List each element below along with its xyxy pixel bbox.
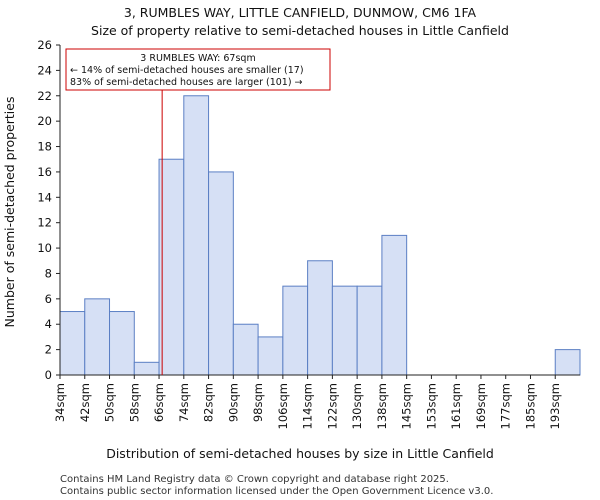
- bars-group: [59, 95, 581, 376]
- x-tick-label: 90sqm: [226, 383, 240, 422]
- annotation-line-2: ← 14% of semi-detached houses are smalle…: [70, 65, 304, 76]
- y-tick-label: 18: [37, 140, 52, 154]
- y-tick-label: 20: [37, 114, 52, 128]
- annotation-frame: [65, 48, 331, 91]
- y-tick-label: 14: [37, 190, 52, 204]
- bar-114sqm: [307, 260, 333, 376]
- x-tick-label: 130sqm: [350, 383, 364, 429]
- x-tick-label: 185sqm: [523, 383, 537, 429]
- x-tick-label: 58sqm: [127, 383, 141, 422]
- chart-subtitle: Size of property relative to semi-detach…: [91, 23, 509, 38]
- y-tick-label: 0: [45, 368, 52, 382]
- x-tick-label: 161sqm: [449, 383, 463, 429]
- x-tick-label: 66sqm: [152, 383, 166, 422]
- bar-98sqm: [257, 336, 284, 376]
- bar-90sqm: [232, 323, 259, 376]
- y-tick-label: 16: [37, 165, 52, 179]
- x-tick-label: 145sqm: [400, 383, 414, 429]
- bar-106sqm: [282, 285, 309, 376]
- x-tick-label: 114sqm: [301, 383, 315, 429]
- y-tick-label: 8: [45, 266, 52, 280]
- annotation-box: 3 RUMBLES WAY: 67sqm ← 14% of semi-detac…: [65, 48, 331, 91]
- x-ticks-group: 34sqm 42sqm 50sqm 58sqm 66sqm 74sqm 82sqm 90sqm…: [53, 375, 562, 429]
- y-tick-label: 26: [37, 38, 52, 52]
- annotation-line-1: 3 RUMBLES WAY: 67sqm: [140, 53, 255, 64]
- x-tick-label: 169sqm: [474, 383, 488, 429]
- x-tick-label: 193sqm: [548, 383, 562, 429]
- y-tick-label: 4: [45, 317, 52, 331]
- x-axis-label: Distribution of semi-detached houses by …: [106, 446, 494, 461]
- x-tick-label: 50sqm: [103, 383, 117, 422]
- bar-66sqm: [158, 158, 185, 376]
- y-tick-label: 6: [45, 292, 52, 306]
- footer-line-2: Contains public sector information licen…: [60, 486, 493, 497]
- bar-58sqm: [133, 361, 160, 376]
- x-tick-label: 34sqm: [53, 383, 67, 422]
- bar-130sqm: [356, 285, 383, 376]
- annotation-line-3: 83% of semi-detached houses are larger (…: [70, 77, 303, 88]
- x-tick-label: 177sqm: [499, 383, 513, 429]
- x-tick-label: 42sqm: [78, 383, 92, 422]
- footer-line-1: Contains HM Land Registry data © Crown c…: [60, 474, 449, 485]
- y-tick-label: 24: [37, 63, 52, 77]
- bar-82sqm: [208, 171, 234, 376]
- x-tick-label: 106sqm: [276, 383, 290, 429]
- y-axis-label: Number of semi-detached properties: [2, 97, 17, 328]
- bar-34sqm: [59, 311, 86, 376]
- x-tick-label: 138sqm: [375, 383, 389, 429]
- bar-193sqm: [554, 349, 581, 376]
- bar-122sqm: [331, 285, 358, 376]
- bar-50sqm: [109, 311, 135, 376]
- y-tick-label: 12: [37, 216, 52, 230]
- bar-138sqm: [381, 234, 408, 376]
- y-tick-label: 2: [45, 343, 52, 357]
- x-tick-label: 122sqm: [325, 383, 339, 429]
- x-tick-label: 82sqm: [202, 383, 216, 422]
- x-tick-label: 74sqm: [177, 383, 191, 422]
- chart-title: 3, RUMBLES WAY, LITTLE CANFIELD, DUNMOW,…: [124, 5, 477, 20]
- x-tick-label: 98sqm: [251, 383, 265, 422]
- x-tick-label: 153sqm: [424, 383, 438, 429]
- y-tick-label: 22: [37, 89, 52, 103]
- bar-74sqm: [183, 95, 210, 376]
- y-tick-label: 10: [37, 241, 52, 255]
- bar-42sqm: [84, 298, 111, 376]
